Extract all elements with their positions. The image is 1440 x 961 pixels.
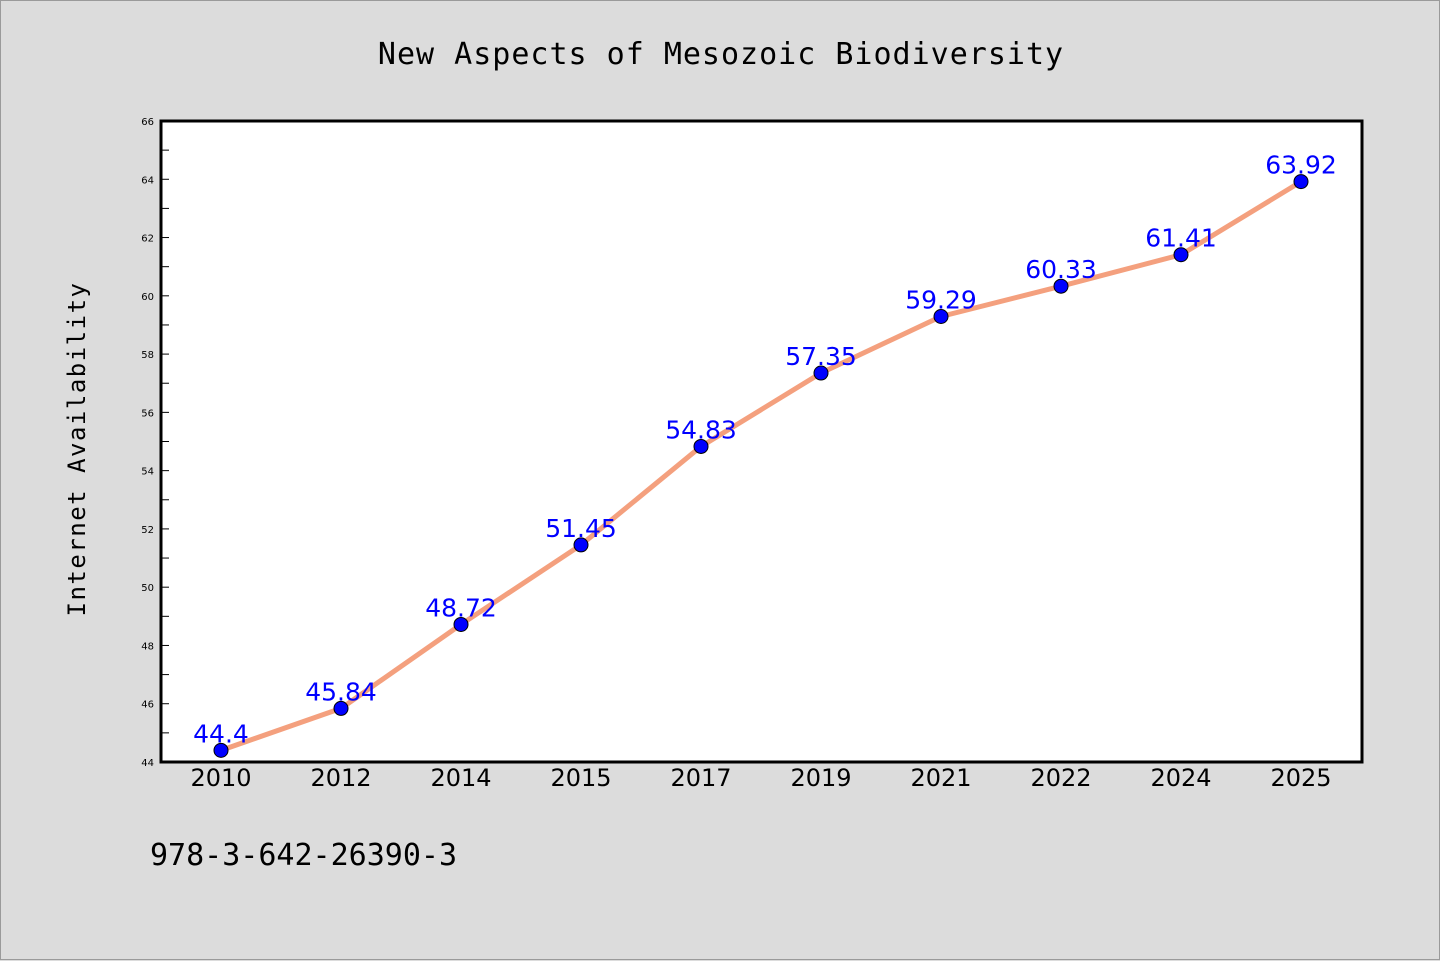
data-label: 59.29 [905, 286, 977, 315]
x-tick-label: 2024 [1150, 764, 1211, 792]
y-tick-label: 44 [141, 758, 154, 769]
data-point [333, 700, 349, 716]
data-label: 44.4 [193, 719, 249, 748]
x-tick-label: 2021 [910, 764, 971, 792]
data-point [213, 742, 229, 758]
y-tick-label: 52 [141, 525, 154, 536]
y-tick-label: 62 [141, 234, 154, 245]
y-tick-label: 60 [141, 292, 154, 303]
y-tick-label: 50 [141, 583, 154, 594]
data-label: 54.83 [665, 415, 737, 444]
x-tick-label: 2012 [310, 764, 371, 792]
y-axis-label: Internet Availability [63, 282, 91, 617]
data-points [213, 174, 1309, 758]
data-label: 57.35 [785, 342, 857, 371]
data-label: 48.72 [425, 593, 497, 622]
series-line-group [218, 179, 1304, 753]
series-line [218, 179, 1304, 753]
data-label: 45.84 [305, 677, 377, 706]
data-point [813, 365, 829, 381]
chart-title: New Aspects of Mesozoic Biodiversity [378, 37, 1064, 72]
x-tick-label: 2010 [190, 764, 251, 792]
y-tick-label: 48 [141, 641, 154, 652]
data-point [453, 616, 469, 632]
y-tick-label: 56 [141, 408, 154, 419]
data-point [1173, 247, 1189, 263]
data-label: 61.41 [1145, 224, 1217, 253]
x-tick-label: 2025 [1270, 764, 1331, 792]
x-tick-label: 2015 [550, 764, 611, 792]
data-labels: 44.4 45.84 48.72 51.45 54.83 57.35 59.29 60.33 6… [193, 151, 1337, 749]
data-point [1293, 174, 1309, 190]
y-tick-label: 64 [141, 175, 154, 186]
data-point [1053, 278, 1069, 294]
y-tick-label: 46 [141, 700, 154, 711]
x-axis: 2010 2012 2014 2015 2017 2019 2021 2022 2024 2025 [190, 764, 1331, 792]
data-label: 60.33 [1025, 255, 1097, 284]
data-point [573, 537, 589, 553]
x-tick-label: 2014 [430, 764, 491, 792]
y-axis: 44 46 48 50 52 54 56 58 60 62 64 66 [141, 117, 169, 769]
y-tick-label: 54 [141, 467, 154, 478]
x-tick-label: 2022 [1030, 764, 1091, 792]
y-tick-label: 66 [141, 117, 154, 128]
data-label: 63.92 [1265, 151, 1337, 180]
data-point [693, 438, 709, 454]
data-point [933, 309, 949, 325]
data-label: 51.45 [545, 514, 617, 543]
x-tick-label: 2017 [670, 764, 731, 792]
y-tick-label: 58 [141, 350, 154, 361]
plot-area [159, 119, 1364, 764]
isbn-footer: 978-3-642-26390-3 [150, 838, 457, 873]
x-tick-label: 2019 [790, 764, 851, 792]
